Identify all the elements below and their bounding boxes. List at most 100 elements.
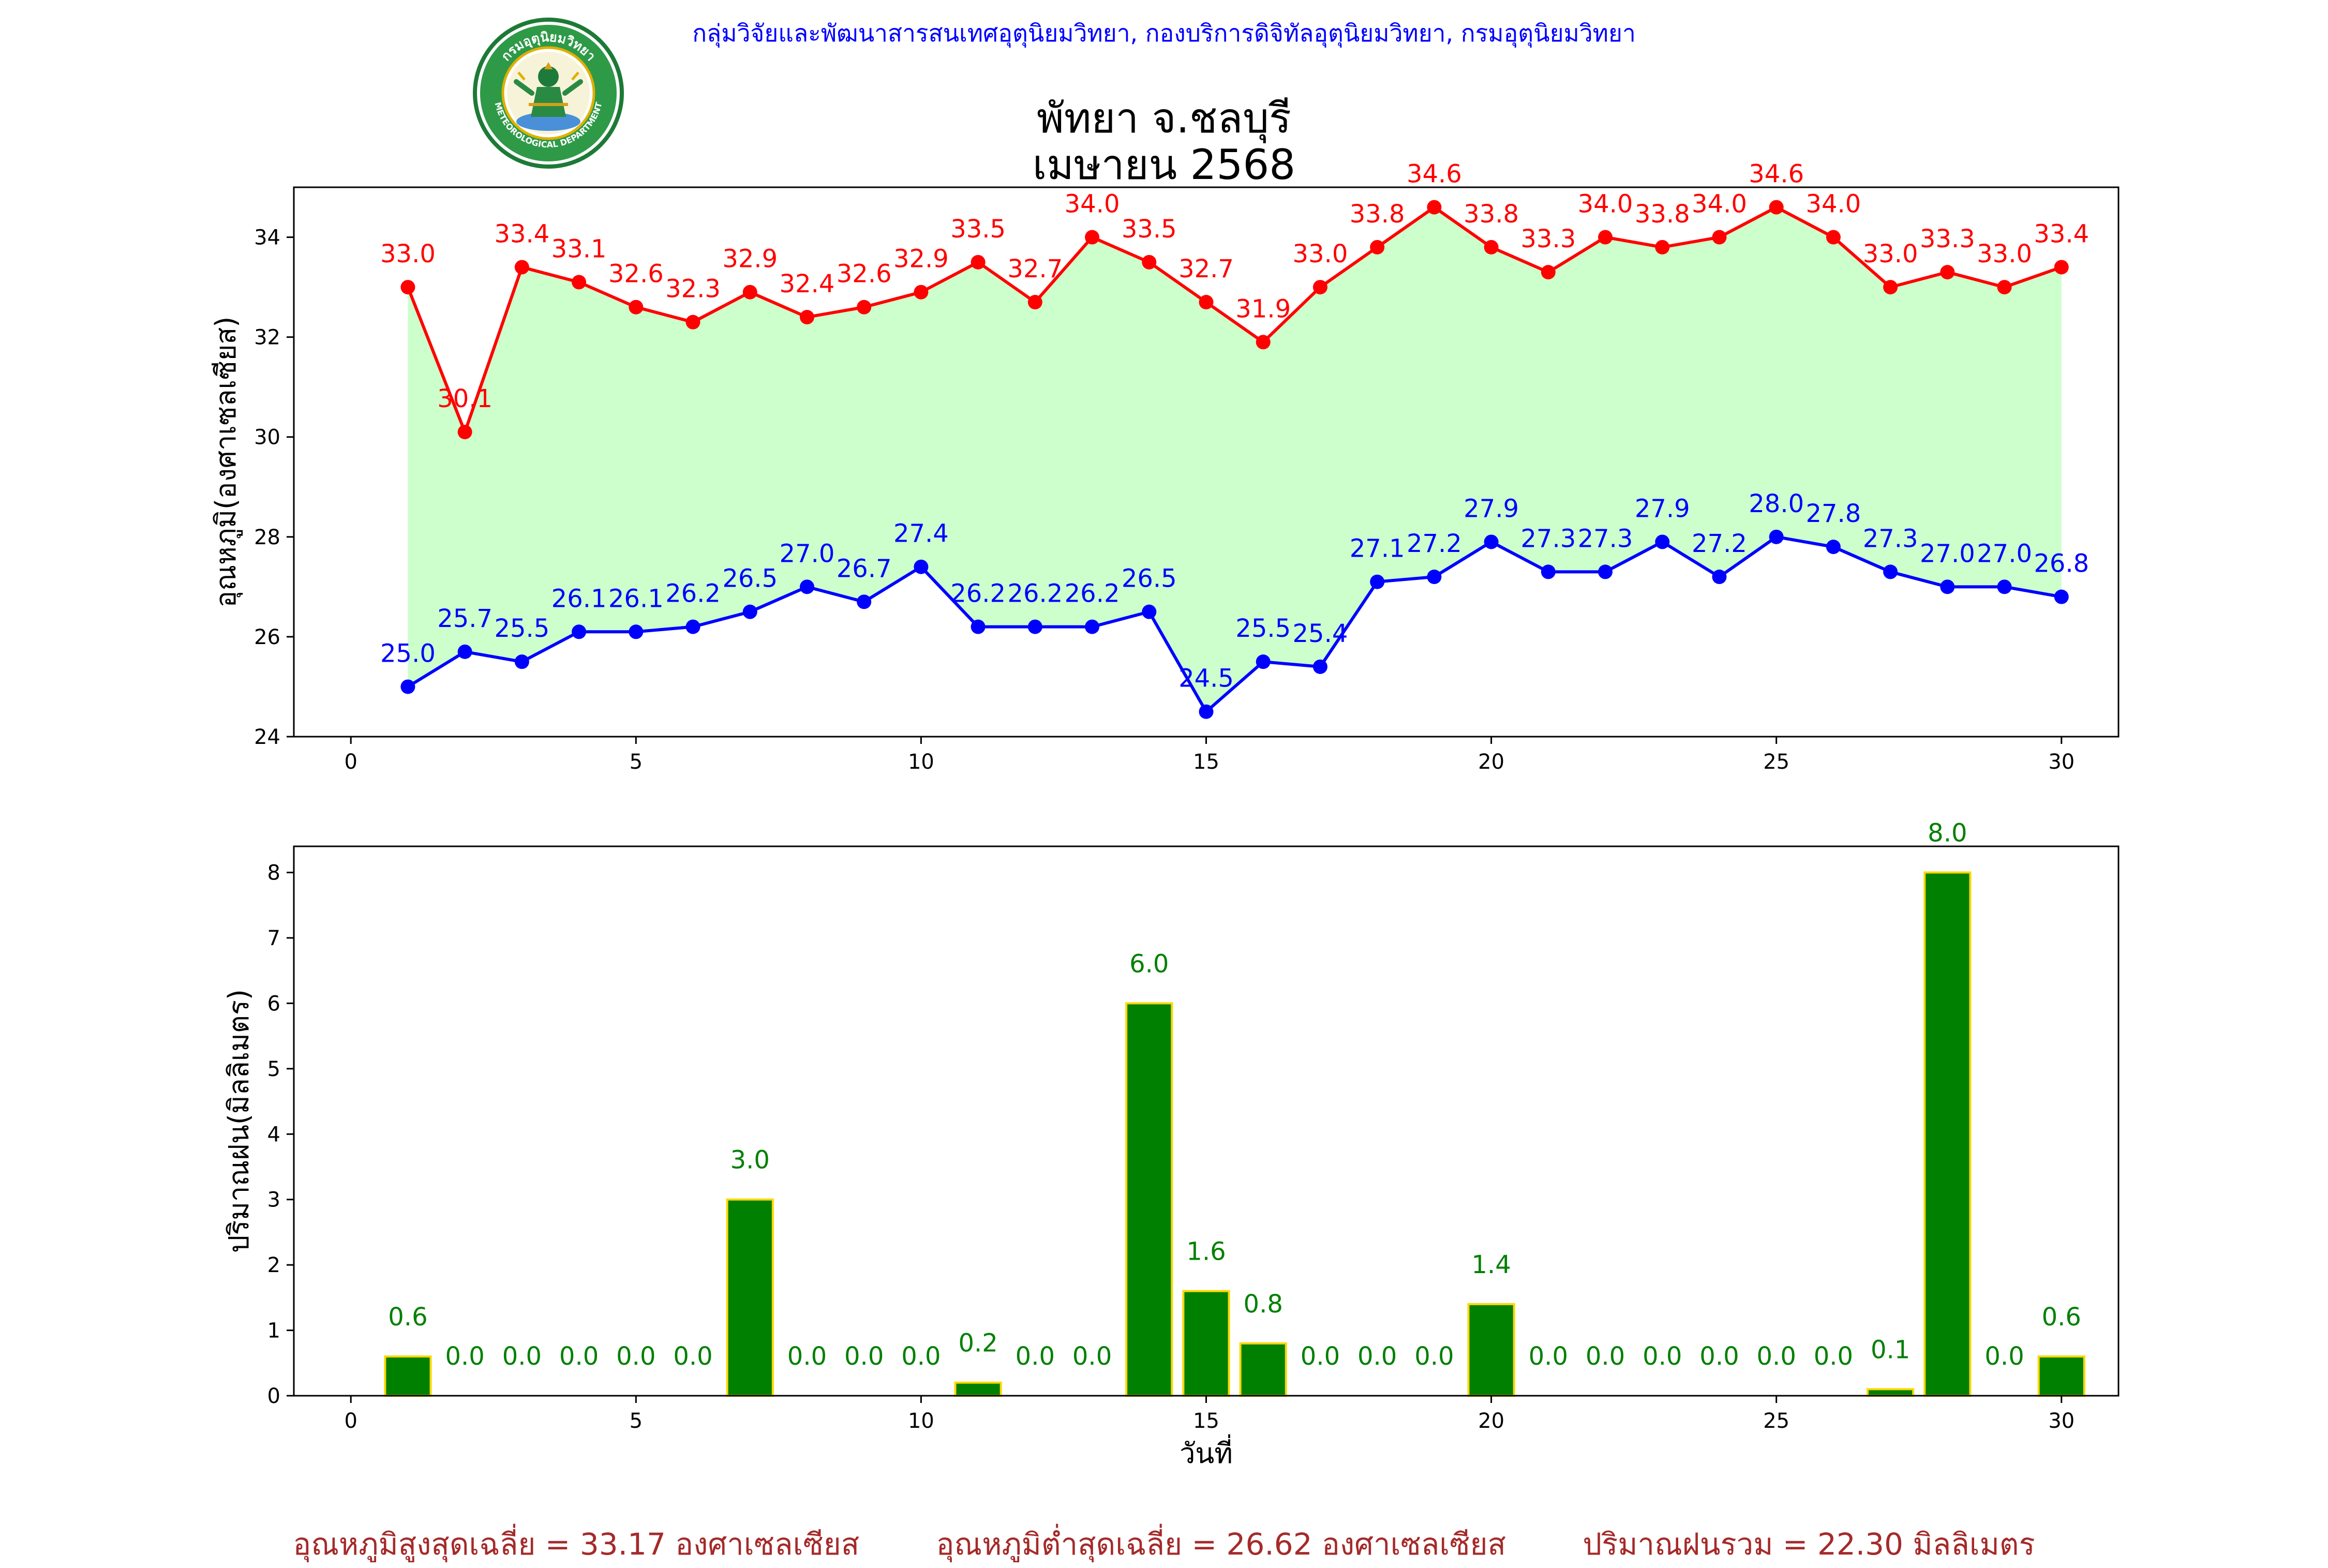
temp-min-value-label: 26.2 — [1007, 579, 1063, 608]
temp-y-axis-label: อุณหภูมิ(องศาเซลเซียส) — [210, 317, 243, 608]
rain-value-label: 0.0 — [1984, 1342, 2024, 1371]
temp-max-value-label: 33.1 — [551, 234, 607, 263]
rain-value-label: 0.2 — [958, 1329, 997, 1358]
rain-value-label: 1.6 — [1186, 1237, 1226, 1266]
temp-max-point — [2054, 260, 2069, 275]
temp-min-point — [971, 619, 986, 634]
temp-max-value-label: 33.0 — [1977, 240, 2032, 268]
temp-min-value-label: 26.5 — [1122, 564, 1177, 593]
temp-max-value-label: 33.0 — [1293, 240, 1348, 268]
rain-value-label: 0.0 — [1072, 1342, 1112, 1371]
temp-max-point — [1826, 230, 1841, 245]
rain-bar — [384, 1355, 432, 1397]
rain-value-label: 0.6 — [2042, 1303, 2081, 1332]
temperature-plot-frame — [293, 186, 2120, 738]
temp-max-value-label: 33.4 — [2034, 219, 2089, 248]
temp-max-point — [572, 275, 587, 290]
temp-max-point — [1997, 280, 2012, 295]
temp-max-line — [406, 205, 2062, 437]
rain-value-label: 0.0 — [901, 1342, 941, 1371]
temp-min-value-label: 25.5 — [1235, 614, 1291, 643]
temp-min-value-label: 27.4 — [893, 519, 949, 548]
temp-max-point — [1598, 230, 1613, 245]
rain-x-tick-label: 30 — [2048, 1409, 2075, 1433]
rain-x-tick-label: 20 — [1478, 1409, 1504, 1433]
rain-value-label: 6.0 — [1129, 949, 1169, 978]
rain-x-tick-label: 25 — [1763, 1409, 1789, 1433]
temp-min-line — [407, 535, 2062, 714]
header-org-text: กลุ่มวิจัยและพัฒนาสารสนเทศอุตุนิยมวิทยา,… — [692, 19, 1636, 47]
temp-max-point — [1541, 265, 1556, 280]
rain-value-label: 0.0 — [616, 1342, 655, 1371]
temp-max-point — [1199, 295, 1214, 310]
temp-min-point — [1256, 654, 1271, 669]
temp-max-point — [799, 310, 814, 325]
temp-y-tick-label: 34 — [254, 226, 280, 250]
temp-max-point — [1427, 200, 1442, 215]
summary-footer: อุณหภูมิสูงสุดเฉลี่ย = 33.17 องศาเซลเซีย… — [0, 1520, 2328, 1568]
temp-min-point — [1826, 540, 1841, 555]
rain-value-label: 0.8 — [1244, 1290, 1283, 1319]
temp-min-point — [457, 644, 472, 659]
avg-max-temp-text: อุณหภูมิสูงสุดเฉลี่ย = 33.17 องศาเซลเซีย… — [293, 1527, 860, 1562]
temp-x-tick-label: 30 — [2048, 750, 2075, 774]
rain-y-tick-label: 7 — [267, 927, 280, 950]
rain-value-label: 0.0 — [1529, 1342, 1568, 1371]
temp-max-value-label: 32.7 — [1178, 255, 1234, 283]
temp-min-value-label: 24.5 — [1178, 664, 1234, 693]
rain-bar — [2037, 1355, 2085, 1397]
temp-max-point — [1370, 240, 1385, 255]
temp-max-value-label: 33.0 — [1863, 240, 1918, 268]
temp-y-tick-label: 30 — [254, 426, 280, 450]
met-department-logo: กรมอุตุนิยมวิทยา METEOROLOGICAL DEPARTME… — [473, 18, 624, 169]
temp-min-point — [1484, 534, 1499, 549]
rain-y-tick-label: 0 — [267, 1384, 280, 1408]
temp-min-value-label: 27.3 — [1578, 524, 1633, 553]
rain-bar — [1867, 1388, 1915, 1397]
rain-bar — [1125, 1002, 1173, 1397]
temp-min-point — [1940, 579, 1955, 594]
temp-min-point — [400, 679, 415, 694]
temp-min-point — [1427, 570, 1442, 585]
rain-y-tick-label: 2 — [267, 1253, 280, 1277]
rain-value-label: 1.4 — [1471, 1250, 1511, 1279]
temp-min-value-label: 25.4 — [1293, 619, 1348, 648]
rain-bar — [1923, 871, 1972, 1397]
temp-max-value-label: 32.6 — [608, 260, 664, 289]
temp-min-value-label: 27.3 — [1863, 524, 1918, 553]
temp-max-point — [971, 255, 986, 270]
temperature-chart: 0 5 10 15 20 25 30 24 26 28 30 32 34 อุณหภูมิ(องศาเซล… — [210, 160, 2120, 774]
temp-min-point — [1199, 704, 1214, 719]
rain-value-label: 0.0 — [787, 1342, 827, 1371]
temp-max-value-label: 34.6 — [1749, 160, 1804, 189]
temp-min-value-label: 26.1 — [608, 584, 664, 613]
temp-max-point — [1883, 280, 1898, 295]
temp-min-value-label: 26.7 — [837, 554, 892, 583]
rain-bar — [954, 1381, 1002, 1397]
temp-y-tick-label: 32 — [254, 326, 280, 350]
total-rain-text: ปริมาณฝนรวม = 22.30 มิลลิเมตร — [1583, 1527, 2035, 1562]
rainfall-chart: 0.6 0.0 0.0 0.0 0.0 0.0 3.0 0.0 0.0 0.0 0.2 0.0 0.0 6… — [222, 819, 2120, 1470]
temp-max-point — [914, 285, 929, 300]
rain-bar — [1182, 1290, 1230, 1397]
rain-value-label: 0.1 — [1871, 1335, 1910, 1364]
temp-max-point — [1940, 265, 1955, 280]
temp-range-fill — [408, 207, 2062, 712]
rain-value-label: 0.0 — [1016, 1342, 1055, 1371]
rain-value-label: 0.0 — [844, 1342, 884, 1371]
temp-min-value-label: 27.1 — [1350, 534, 1405, 563]
temp-max-point — [1655, 240, 1670, 255]
temp-min-value-label: 27.0 — [1977, 539, 2032, 568]
temp-max-value-label: 33.0 — [380, 240, 436, 268]
temp-min-point — [685, 619, 700, 634]
temp-min-point — [914, 559, 929, 574]
temp-min-value-label: 26.1 — [551, 584, 607, 613]
temp-y-tick-label: 26 — [254, 625, 280, 649]
temp-min-value-label: 25.0 — [380, 639, 436, 668]
temp-max-value-label: 34.0 — [1805, 190, 1861, 219]
temp-min-point — [1142, 604, 1157, 619]
temp-max-value-label: 34.0 — [1692, 190, 1747, 219]
rain-value-label: 0.0 — [1699, 1342, 1739, 1371]
temp-min-point — [1712, 570, 1727, 585]
rain-value-label: 0.0 — [1357, 1342, 1397, 1371]
